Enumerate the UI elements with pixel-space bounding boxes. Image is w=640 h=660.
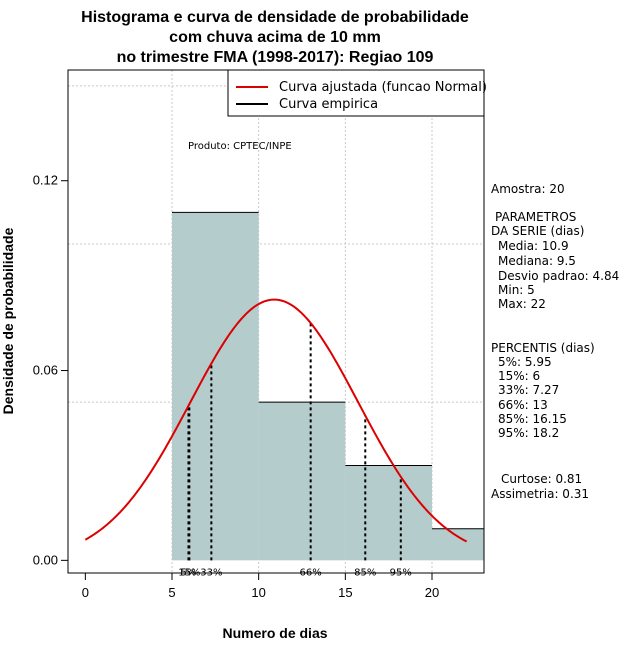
param-min: Min: 5 — [498, 283, 535, 297]
histogram-bar — [172, 212, 259, 561]
percentiles-title: PERCENTIS (dias) — [491, 341, 595, 355]
x-tick-label: 10 — [251, 585, 265, 600]
x-axis-label: Numero de dias — [222, 625, 327, 641]
y-tick-label: 0.12 — [33, 173, 58, 188]
x-tick-label: 0 — [82, 585, 89, 600]
x-tick-label: 15 — [338, 585, 352, 600]
percentile-85: 85%: 16.15 — [498, 412, 567, 426]
x-tick-label: 5 — [168, 585, 175, 600]
x-tick-label: 20 — [425, 585, 439, 600]
histogram-bar — [258, 402, 346, 561]
title-line-2: com chuva acima de 10 mm — [169, 29, 381, 46]
percentile-33: 33%: 7.27 — [498, 383, 559, 397]
percentile-15: 15%: 6 — [498, 369, 540, 383]
percentile-95: 95%: 18.2 — [498, 426, 559, 440]
sample-count: Amostra: 20 — [491, 182, 565, 196]
params-subtitle: DA SERIE (dias) — [491, 224, 584, 238]
percentile-lines — [187, 323, 402, 561]
y-axis: 0.00 0.06 0.12 — [33, 173, 68, 567]
legend-box — [227, 69, 485, 117]
chart-title: Histograma e curva de densidade de proba… — [81, 9, 469, 66]
kurtosis: Curtose: 0.81 — [501, 472, 582, 486]
percentile-66: 66%: 13 — [498, 398, 548, 412]
y-axis-label: Densidade de probabilidade — [0, 227, 16, 414]
title-line-3: no trimestre FMA (1998-2017): Regiao 109 — [117, 49, 434, 66]
params-title: PARAMETROS — [495, 210, 576, 224]
param-mean: Media: 10.9 — [498, 239, 569, 253]
skewness: Assimetria: 0.31 — [491, 487, 589, 501]
param-max: Max: 22 — [498, 297, 546, 311]
legend-empirical-label: Curva empirica — [279, 97, 378, 112]
normal-fit-curve — [84, 298, 468, 543]
histogram-bars — [172, 211, 484, 561]
param-median: Mediana: 9.5 — [498, 254, 576, 268]
legend-normal-label: Curva ajustada (funcao Normal) — [279, 80, 487, 95]
histogram-bar — [345, 465, 432, 561]
histogram-bar — [432, 528, 484, 561]
param-sd: Desvio padrao: 4.84 — [498, 269, 619, 283]
product-label: Produto: CPTEC/INPE — [188, 141, 292, 152]
y-tick-label: 0.00 — [33, 552, 58, 567]
x-axis: 0 5 10 15 20 — [82, 572, 439, 600]
y-tick-label: 0.06 — [33, 363, 58, 378]
legend: Curva ajustada (funcao Normal) Curva emp… — [227, 69, 487, 117]
title-line-1: Histograma e curva de densidade de proba… — [81, 9, 469, 26]
percentile-5: 5%: 5.95 — [498, 355, 552, 369]
side-panel: Amostra: 20 PARAMETROS DA SERIE (dias) M… — [491, 182, 619, 501]
